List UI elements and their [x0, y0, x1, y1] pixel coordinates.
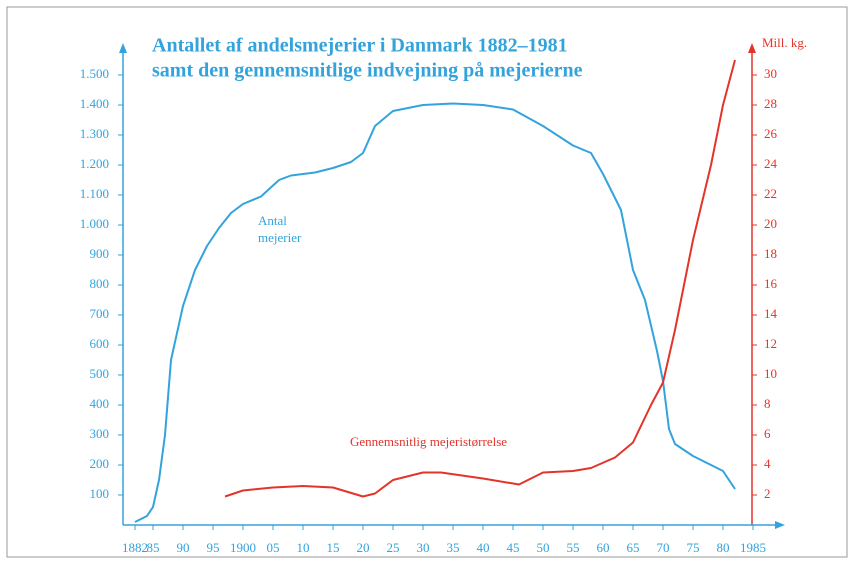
- chart-title: Antallet af andelsmejerier i Danmark 188…: [152, 35, 568, 57]
- y-tick-label: 1.500: [80, 66, 109, 81]
- y2-tick-label: 4: [764, 456, 771, 471]
- x-tick-label: 55: [567, 540, 580, 555]
- y2-tick-label: 30: [764, 66, 777, 81]
- data-line: [224, 59, 736, 498]
- y2-tick-label: 28: [764, 96, 777, 111]
- y2-tick-label: 26: [764, 126, 778, 141]
- y2-tick-label: 24: [764, 156, 778, 171]
- x-tick-label: 20: [357, 540, 370, 555]
- y2-tick-label: 20: [764, 216, 777, 231]
- x-tick-label: 75: [687, 540, 700, 555]
- y-tick-label: 100: [90, 486, 110, 501]
- x-tick-label: 50: [537, 540, 550, 555]
- series-label: Gennemsnitlig mejeristørrelse: [350, 434, 507, 449]
- x-tick-label: 1985: [740, 540, 766, 555]
- y2-tick-label: 22: [764, 186, 777, 201]
- x-tick-label: 80: [717, 540, 730, 555]
- y2-tick-label: 12: [764, 336, 777, 351]
- y-tick-label: 600: [90, 336, 110, 351]
- x-tick-label: 70: [657, 540, 670, 555]
- y2-tick-label: 16: [764, 276, 778, 291]
- y-axis-arrow: [119, 43, 127, 53]
- y2-axis-label: Mill. kg.: [762, 35, 807, 50]
- x-tick-label: 90: [177, 540, 190, 555]
- y2-tick-label: 10: [764, 366, 777, 381]
- chart-title: samt den gennemsnitlige indvejning på me…: [152, 60, 583, 82]
- x-tick-label: 30: [417, 540, 430, 555]
- x-tick-label: 10: [297, 540, 310, 555]
- y-tick-label: 200: [90, 456, 110, 471]
- y2-tick-label: 6: [764, 426, 771, 441]
- y2-axis-arrow: [748, 43, 756, 53]
- y-tick-label: 500: [90, 366, 110, 381]
- x-tick-label: 40: [477, 540, 490, 555]
- x-tick-label: 95: [207, 540, 220, 555]
- y-tick-label: 800: [90, 276, 110, 291]
- x-tick-label: 1900: [230, 540, 256, 555]
- y2-tick-label: 2: [764, 486, 771, 501]
- x-tick-label: 15: [327, 540, 340, 555]
- y-tick-label: 1.200: [80, 156, 109, 171]
- y2-tick-label: 14: [764, 306, 778, 321]
- y-tick-label: 1.400: [80, 96, 109, 111]
- y-tick-label: 300: [90, 426, 110, 441]
- x-tick-label: 45: [507, 540, 520, 555]
- y-tick-label: 1.000: [80, 216, 109, 231]
- x-tick-label: 35: [447, 540, 460, 555]
- y-tick-label: 1.100: [80, 186, 109, 201]
- y-tick-label: 1.300: [80, 126, 109, 141]
- x-tick-label: 05: [267, 540, 280, 555]
- data-line: [134, 102, 736, 523]
- y-tick-label: 900: [90, 246, 110, 261]
- x-tick-label: 25: [387, 540, 400, 555]
- y2-tick-label: 18: [764, 246, 777, 261]
- y-tick-label: 700: [90, 306, 110, 321]
- y2-tick-label: 8: [764, 396, 771, 411]
- series-label: Antal: [258, 213, 287, 228]
- x-tick-label: 85: [147, 540, 160, 555]
- x-tick-label: 1882: [122, 540, 148, 555]
- x-tick-label: 60: [597, 540, 610, 555]
- y-tick-label: 400: [90, 396, 110, 411]
- x-tick-label: 65: [627, 540, 640, 555]
- x-axis-arrow: [775, 521, 785, 529]
- frame: [6, 6, 848, 558]
- series-label: mejerier: [258, 230, 302, 245]
